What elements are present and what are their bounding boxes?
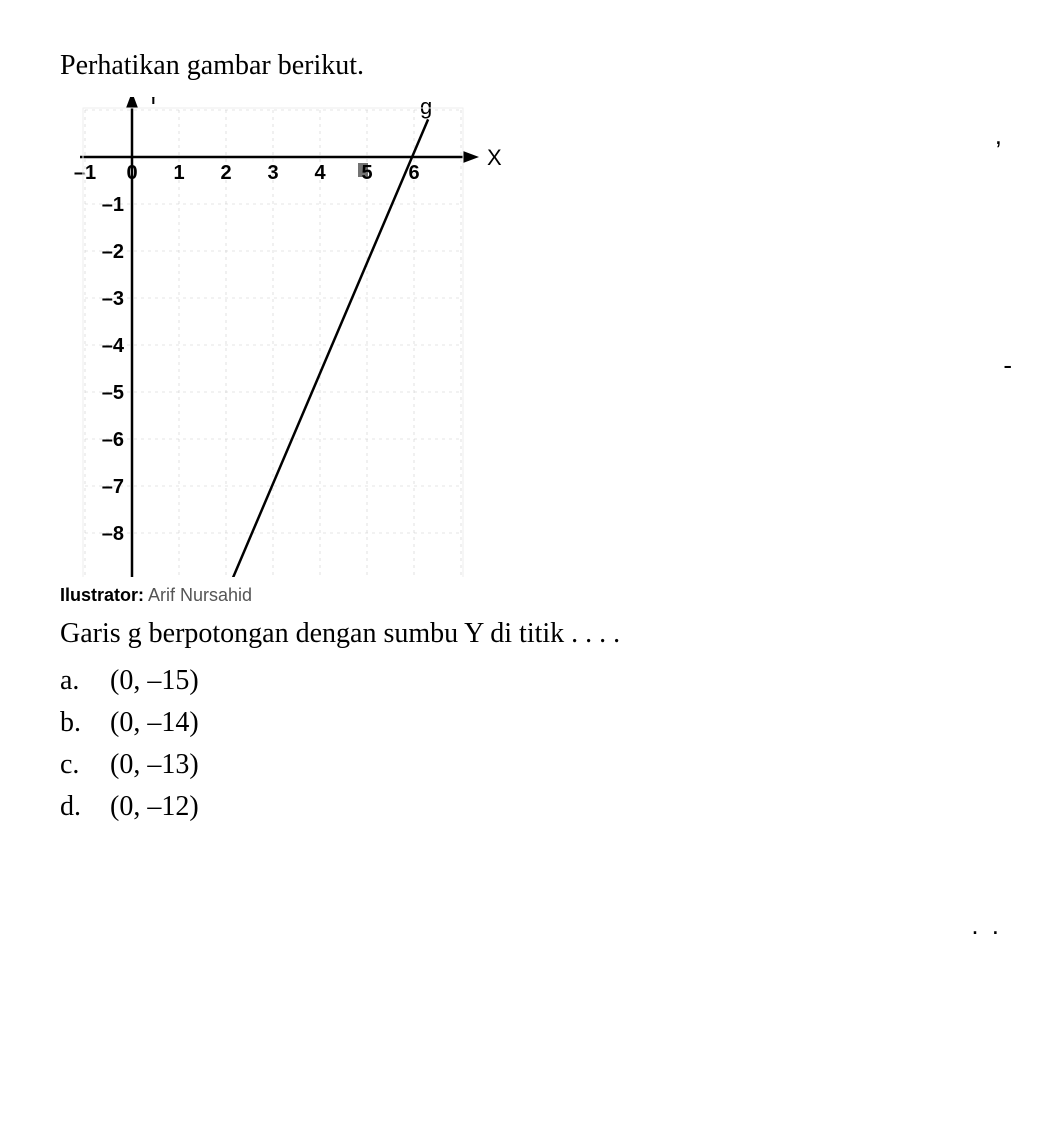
svg-text:X: X (487, 145, 502, 170)
option-b: b. (0, –14) (60, 702, 1002, 744)
svg-text:–7: –7 (102, 476, 124, 498)
svg-text:–1: –1 (102, 194, 124, 216)
svg-text:3: 3 (267, 162, 278, 184)
question-title: Perhatikan gambar berikut. (60, 50, 1002, 82)
option-value: (0, –12) (110, 786, 1002, 828)
svg-text:0: 0 (126, 162, 137, 184)
svg-text:4: 4 (314, 162, 326, 184)
svg-text:–2: –2 (102, 241, 124, 263)
option-value: (0, –13) (110, 744, 1002, 786)
stray-mark-comma: , (995, 120, 1002, 151)
illustrator-credit: Ilustrator: Arif Nursahid (60, 585, 1002, 606)
illustrator-name: Arif Nursahid (148, 585, 252, 605)
option-letter: d. (60, 786, 110, 828)
svg-text:–5: –5 (102, 382, 124, 404)
chart-container: –10123456–1–2–3–4–5–6–7–8YXg (60, 97, 580, 577)
option-a: a. (0, –15) (60, 660, 1002, 702)
option-d: d. (0, –12) (60, 786, 1002, 828)
svg-text:2: 2 (220, 162, 231, 184)
svg-text:–3: –3 (102, 288, 124, 310)
stray-mark-dash: - (1003, 350, 1012, 381)
options-list: a. (0, –15) b. (0, –14) c. (0, –13) d. (… (60, 660, 1002, 828)
option-letter: c. (60, 744, 110, 786)
coordinate-chart: –10123456–1–2–3–4–5–6–7–8YXg (60, 97, 580, 577)
svg-text:–6: –6 (102, 429, 124, 451)
option-letter: a. (60, 660, 110, 702)
question-prompt: Garis g berpotongan dengan sumbu Y di ti… (60, 618, 1002, 650)
svg-text:–4: –4 (102, 335, 125, 357)
option-c: c. (0, –13) (60, 744, 1002, 786)
option-value: (0, –14) (110, 702, 1002, 744)
illustrator-label: Ilustrator: (60, 585, 144, 605)
svg-text:–1: –1 (74, 162, 96, 184)
svg-text:6: 6 (408, 162, 419, 184)
option-value: (0, –15) (110, 660, 1002, 702)
svg-text:1: 1 (173, 162, 184, 184)
svg-text:Y: Y (146, 97, 161, 109)
option-letter: b. (60, 702, 110, 744)
svg-text:–8: –8 (102, 523, 124, 545)
stray-mark-dots: . . (971, 910, 1002, 941)
